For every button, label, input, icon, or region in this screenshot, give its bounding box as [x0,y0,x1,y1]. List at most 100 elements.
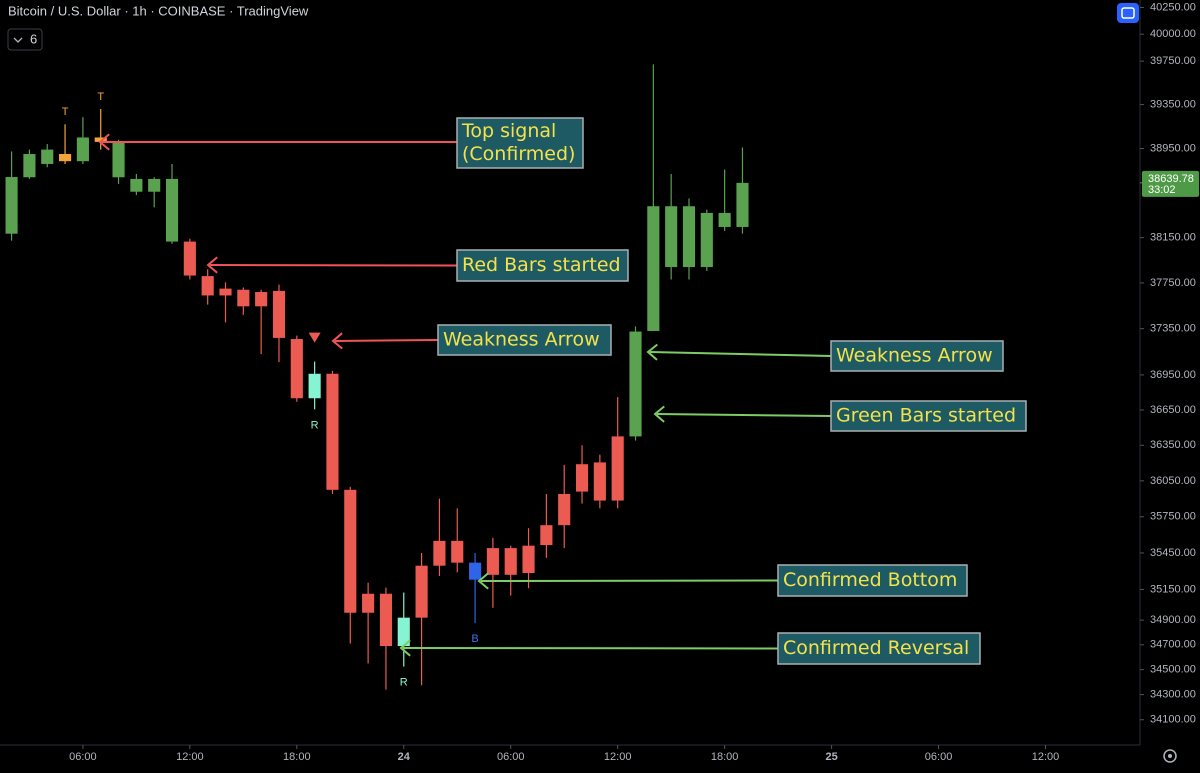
x-tick-label: 18:00 [711,751,739,763]
y-tick-label: 34700.00 [1150,639,1196,651]
signal-label: R [400,676,408,688]
candle-body [112,141,125,178]
badge-chevron [13,37,23,43]
annotation-arrow [480,579,779,582]
y-tick-label: 36350.00 [1150,439,1196,451]
annotation-arrow [334,339,439,342]
annotation-box [456,249,629,282]
signal-label: R [311,419,319,431]
x-tick-label: 12:00 [176,751,204,763]
y-tick-label: 34900.00 [1150,614,1196,626]
weakness-marker [308,332,321,343]
y-tick-label: 39750.00 [1150,55,1196,67]
annotation-arrowhead [98,133,110,151]
candle-body [237,289,250,307]
annotation-text: Weakness Arrow [836,345,993,367]
candle-body [700,212,713,268]
candle-body [290,339,303,399]
y-tick-label: 39350.00 [1150,99,1196,111]
y-tick-label: 34100.00 [1150,714,1196,726]
candle-body [165,178,179,242]
annotation-arrow [656,413,832,417]
annotation-text: Confirmed Reversal [783,637,969,659]
annotation-arrowhead [399,639,411,657]
interval-badge-text: 6 [30,31,37,46]
candle-body [130,178,143,192]
candle-body [486,548,499,575]
annotation-arrowhead [331,332,343,350]
candle-body [5,177,18,234]
x-tick-label: 25 [825,751,837,763]
annotation-text: Confirmed Bottom [783,569,957,591]
annotation-text: Top signal [461,120,556,142]
y-tick-label: 38950.00 [1150,142,1196,154]
chart-title: Bitcoin / U.S. Dollar · 1h · COINBASE · … [8,3,309,18]
y-tick-label: 36950.00 [1150,369,1196,381]
candle-body [575,464,589,492]
toolbar-icon [1121,7,1135,19]
candle-body [41,149,54,164]
candle-body [23,154,36,178]
annotation-box [437,324,612,356]
y-tick-label: 35150.00 [1150,583,1196,595]
candle-body [611,436,624,501]
candle-body [379,593,393,647]
annotation-text: Red Bars started [462,254,621,276]
interval-badge[interactable] [7,28,43,51]
candle-body [682,206,696,268]
toolbar-button[interactable] [1117,3,1139,23]
x-tick-label: 06:00 [69,751,97,763]
annotation-box [830,400,1027,432]
y-tick-label: 35450.00 [1150,547,1196,559]
candle-body [219,288,232,296]
annotation-arrow [209,264,458,267]
settings-icon[interactable] [1163,749,1177,763]
y-tick-label: 37350.00 [1150,323,1196,335]
annotation-box [777,632,981,665]
annotation-arrow [402,647,779,650]
annotation-box [777,564,968,597]
annotation-text: Green Bars started [836,405,1016,427]
x-tick-label: 18:00 [283,751,311,763]
y-tick-label: 38150.00 [1150,232,1196,244]
y-tick-label: 37750.00 [1150,277,1196,289]
candle-body [647,206,660,331]
settings-icon-center [1168,754,1172,758]
y-tick-label: 34300.00 [1150,689,1196,701]
candle-body [397,617,410,647]
candle-body [522,545,535,573]
candle-body [308,373,321,399]
candle-body [415,565,428,618]
x-tick-label: 06:00 [497,751,525,763]
y-tick-label: 35750.00 [1150,511,1196,523]
candle-body [736,182,749,227]
x-tick-label: 06:00 [925,751,953,763]
annotation-arrow [649,351,832,357]
annotation-arrowhead [646,343,658,361]
candle-body [326,373,339,490]
annotation-box [456,117,584,169]
candle-body [593,462,606,501]
last-price-box [1142,170,1199,197]
y-tick-label: 40250.00 [1150,1,1196,13]
y-tick-label: 40000.00 [1150,28,1196,40]
candle-body [665,206,678,268]
annotation-text: Weakness Arrow [443,329,600,351]
annotation-text: (Confirmed) [462,143,575,165]
signal-label: T [62,106,69,118]
candle-body [76,137,89,162]
y-tick-label: 36050.00 [1150,475,1196,487]
candle-body [433,540,446,566]
plot [5,64,749,690]
candle-body [201,276,214,296]
last-price-label: 38639.78 [1148,173,1194,185]
candle-body [629,331,642,437]
y-tick-label: 34500.00 [1150,664,1196,676]
x-tick-label: 24 [398,751,411,763]
candle-body [148,178,161,192]
candle-body [59,154,72,162]
annotation-arrowhead [653,405,665,423]
